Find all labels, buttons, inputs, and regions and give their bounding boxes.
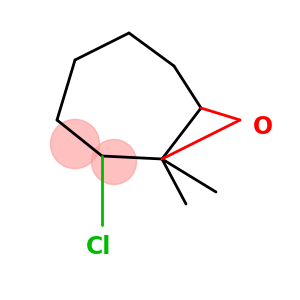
Text: O: O	[252, 116, 273, 140]
Circle shape	[92, 140, 136, 184]
Text: Cl: Cl	[86, 236, 112, 260]
Circle shape	[50, 119, 100, 169]
